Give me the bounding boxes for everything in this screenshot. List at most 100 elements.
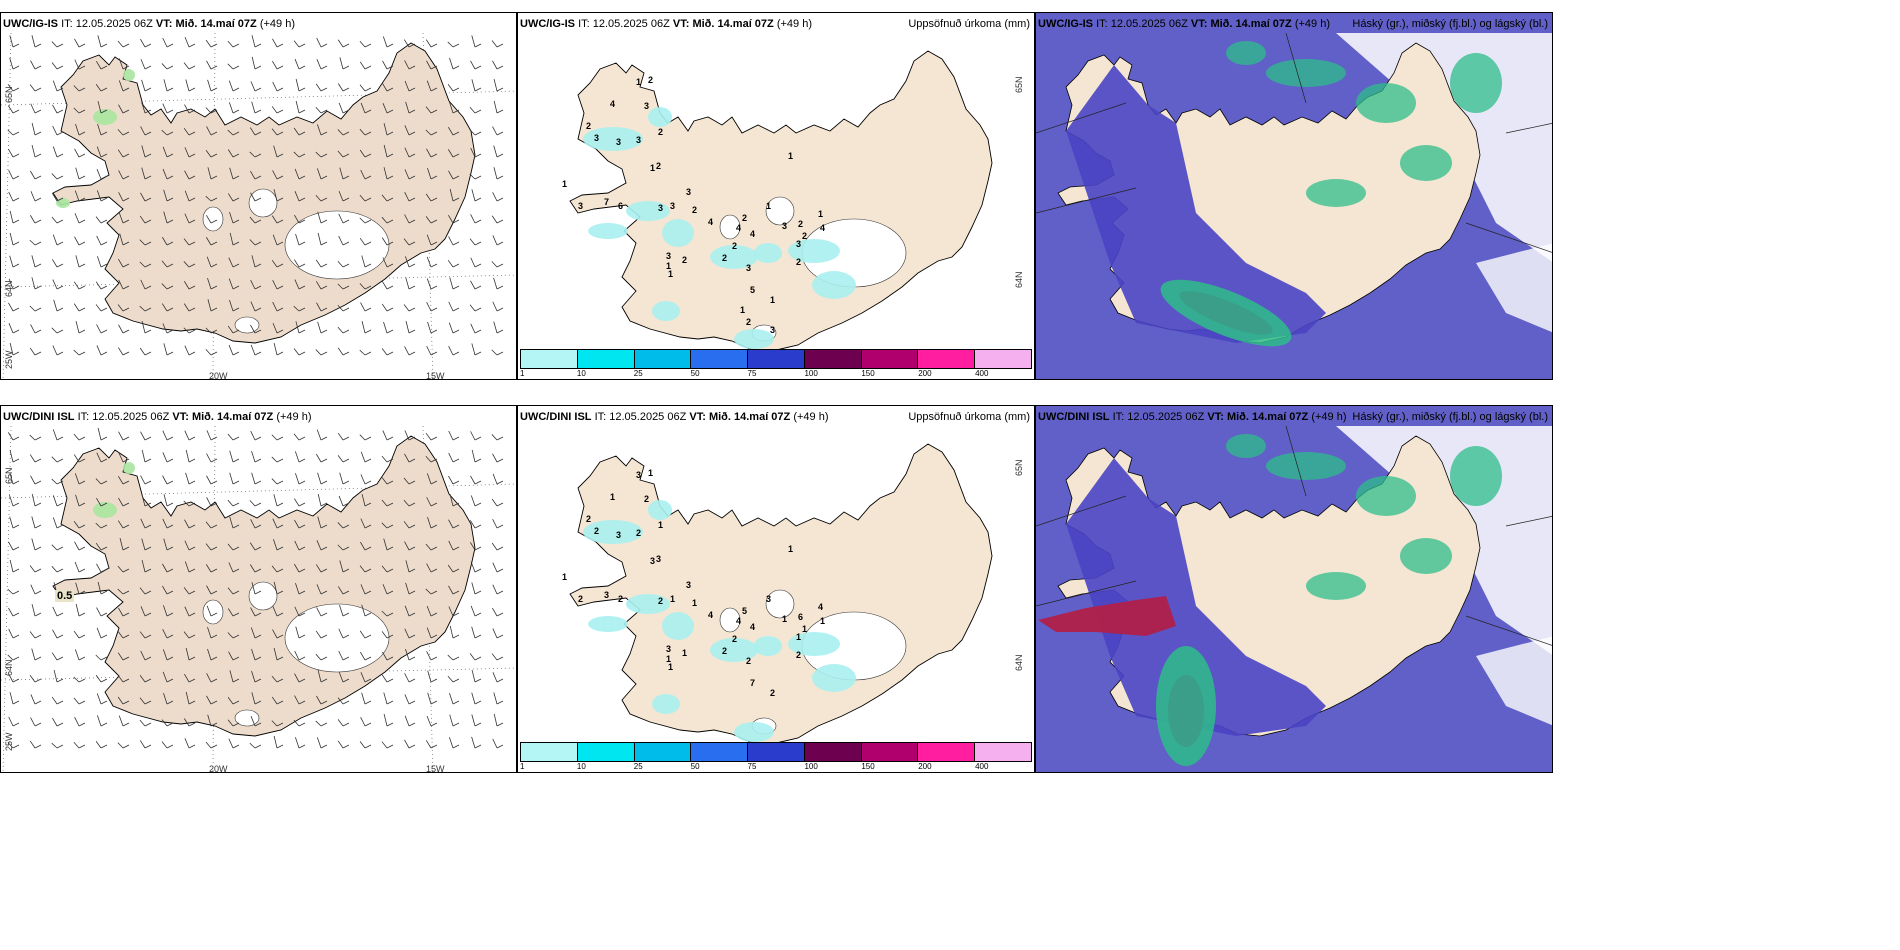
wind-barb [293,348,306,356]
wind-barb-flag [496,656,504,661]
wind-barb-staff [448,540,454,551]
wind-barb [382,60,394,70]
wind-barb-flag [232,722,240,727]
wind-barb [184,190,196,202]
wind-barb-staff [51,456,58,463]
wind-barb-staff [162,649,168,661]
wind-barb-staff [140,650,146,661]
wind-barb-flag [452,87,460,92]
wind-barb-staff [425,740,432,749]
wind-barb [9,516,20,529]
wind-barb-flag [122,87,130,92]
vt-value: Mið. 14.maí 07Z [692,18,774,30]
wind-barb-flag [122,241,130,246]
wind-barb-staff [52,717,58,727]
wind-barb-flag [474,109,482,114]
lead-time: (+49 h) [1294,18,1330,30]
wind-barb [426,60,438,70]
wind-barb-staff [31,35,36,48]
wind-barb [250,324,262,334]
wind-barb [361,255,372,268]
wind-barb-staff [227,149,234,158]
wind-barb-flag [452,65,460,70]
wind-barb-staff [359,194,366,202]
wind-barb-flag [386,87,394,92]
wind-barb-flag [342,458,350,463]
wind-barb-flag [78,436,86,441]
wind-barb-flag [210,502,218,507]
wind-barb [359,84,372,92]
wind-barb-staff [95,741,102,749]
wind-barb-staff [229,167,234,180]
wind-barb-staff [337,719,344,727]
green-wind-patch [93,502,117,518]
wind-barb-flag [144,612,152,617]
wind-barb-flag [144,131,152,136]
wind-barb [316,124,328,136]
wind-barb-flag [298,109,306,114]
wind-barb-staff [31,493,36,507]
wind-barb-staff [403,521,410,529]
wind-barb-staff [119,233,124,246]
wind-barb-staff [228,344,234,356]
wind-barb-flag [298,263,306,268]
wind-barb-staff [381,455,388,463]
wind-barb [9,232,20,246]
wind-barb-flag [276,307,284,312]
wind-barb-staff [427,321,432,334]
panel-precip-top: UWC/IG-IS IT: 12.05.2025 06Z VT: Mið. 14… [517,12,1035,380]
wind-barb [316,540,328,551]
wind-barb-flag [100,722,108,727]
precip-point-value: 1 [682,648,688,658]
wind-barb-flag [56,546,64,551]
wind-barb-staff [273,735,278,749]
wind-barb [271,565,284,573]
wind-barb [359,349,372,356]
precip-point-value: 1 [650,163,656,173]
wind-barb-flag [56,285,64,290]
wind-barb [140,279,152,290]
wind-barb [448,126,460,136]
wind-barb-staff [51,742,58,749]
wind-barb-staff [381,610,388,617]
wind-barb-flag [188,744,196,749]
wind-barb-staff [97,256,102,268]
low-cloud-area [1066,65,1326,343]
wind-barb [97,581,108,595]
wind-barb [74,148,86,158]
wind-barb [360,451,372,463]
wind-barb-flag [364,285,372,290]
wind-barb [491,498,504,507]
wind-barb-staff [337,455,344,463]
high-cloud-area [1226,41,1266,65]
wind-barb [405,321,416,334]
wind-barb-flag [12,241,20,246]
wind-barb-flag [100,480,108,485]
wind-barb [469,542,482,551]
wind-barb-flag [144,153,152,158]
wind-barb-staff [426,80,432,92]
wind-barb [271,675,284,683]
wind-barb [272,38,284,48]
wind-barb-staff [206,126,212,136]
wind-barb [403,499,416,507]
wind-barb-flag [298,307,306,312]
wind-barb-flag [78,480,86,485]
wind-barb [448,606,460,617]
wind-barb-staff [448,170,454,180]
wind-barb-flag [12,87,20,92]
wind-barb-staff [163,79,168,92]
wind-barb-staff [294,540,300,551]
wind-barb-flag [144,634,152,639]
wind-barb [140,518,152,529]
wind-barb [52,629,64,639]
wind-barb-staff [361,493,366,507]
wind-barb-flag [12,263,20,268]
wind-barb [140,475,152,485]
wind-barb-flag [298,678,306,683]
wind-barb-staff [381,565,388,573]
wind-barb-staff [251,582,256,595]
wind-barb [184,606,196,617]
wind-barb-flag [386,263,394,268]
wind-barb [117,565,130,573]
